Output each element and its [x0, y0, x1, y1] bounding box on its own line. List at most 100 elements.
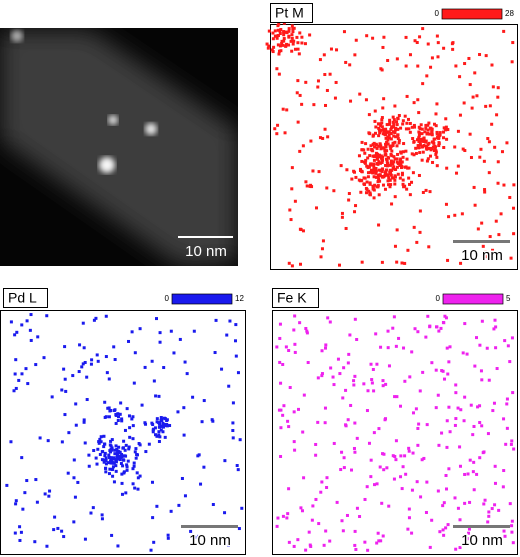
count-dot [375, 482, 379, 486]
count-dot [478, 456, 482, 460]
count-dot [364, 142, 368, 146]
count-dot [431, 160, 435, 164]
count-dot [267, 44, 271, 48]
count-dot [373, 483, 377, 487]
count-dot [367, 131, 371, 135]
count-dot [47, 494, 51, 498]
count-dot [279, 28, 283, 32]
count-dot [468, 458, 472, 462]
count-dot [178, 337, 182, 341]
count-dot [379, 345, 383, 349]
count-dot [279, 408, 283, 412]
count-dot [435, 164, 439, 168]
count-dot [379, 154, 383, 158]
count-dot [28, 328, 32, 332]
count-dot [378, 173, 382, 177]
count-dot [320, 349, 324, 353]
count-dot [369, 475, 373, 479]
count-dot [392, 155, 396, 159]
count-dot [321, 239, 325, 243]
count-dot [442, 46, 446, 50]
count-dot [408, 121, 412, 125]
count-dot [274, 34, 278, 38]
count-dot [278, 322, 282, 326]
count-dot [454, 417, 458, 421]
count-dot [277, 72, 281, 76]
count-dot [155, 504, 159, 508]
count-dot [496, 95, 500, 99]
count-dot [397, 336, 401, 340]
count-dot [458, 464, 462, 468]
count-dot [466, 472, 470, 476]
count-dot [359, 190, 363, 194]
count-dot [50, 395, 54, 399]
count-dot [290, 49, 294, 53]
count-dot [391, 162, 395, 166]
count-dot [99, 435, 103, 439]
count-dot [76, 480, 80, 484]
count-dot [381, 384, 385, 388]
count-dot [371, 163, 375, 167]
count-dot [467, 531, 471, 535]
count-dot [422, 456, 426, 460]
count-dot [105, 371, 109, 375]
colorbar-min: 0 [165, 294, 170, 303]
count-dot [143, 365, 147, 369]
count-dot [192, 329, 196, 333]
count-dot [486, 137, 490, 141]
count-dot [119, 401, 123, 405]
count-dot [379, 124, 383, 128]
count-dot [112, 461, 116, 465]
count-dot [288, 386, 292, 390]
count-dot [133, 351, 137, 355]
count-dot [301, 430, 305, 434]
count-dot [365, 187, 369, 191]
count-dot [299, 506, 303, 510]
count-dot [112, 409, 116, 413]
count-dot [367, 441, 371, 445]
count-dot [183, 360, 187, 364]
count-dot [393, 244, 397, 248]
count-dot [430, 518, 434, 522]
count-dot [472, 460, 476, 464]
count-dot [381, 146, 385, 150]
count-dot [387, 133, 391, 137]
count-dot [400, 261, 404, 265]
count-dot [381, 132, 385, 136]
count-dot [428, 325, 432, 329]
count-dot [110, 533, 114, 537]
count-dot [369, 144, 373, 148]
count-dot [473, 364, 477, 368]
count-dot [157, 433, 161, 437]
count-dot [354, 38, 358, 42]
count-dot [510, 439, 514, 443]
count-dot [411, 137, 415, 141]
count-dot [387, 504, 391, 508]
count-dot [152, 540, 156, 544]
count-dot [480, 378, 484, 382]
count-dot [386, 346, 390, 350]
count-dot [467, 527, 471, 531]
count-dot [78, 343, 82, 347]
count-dot [479, 369, 483, 373]
count-dot [183, 494, 187, 498]
count-dot [82, 418, 86, 422]
count-dot [310, 518, 314, 522]
count-dot [417, 146, 421, 150]
count-dot [354, 547, 358, 551]
count-dot [362, 382, 366, 386]
count-dot [403, 114, 407, 118]
count-dot [138, 474, 142, 478]
count-dot [404, 472, 408, 476]
count-dot [127, 339, 131, 343]
count-dot [385, 149, 389, 153]
count-dot [81, 362, 85, 366]
count-dot [100, 450, 104, 454]
colorbar [171, 293, 233, 305]
count-dot [425, 74, 429, 78]
count-dot [480, 221, 484, 225]
count-dot [370, 169, 374, 173]
count-dot [392, 118, 396, 122]
count-dot [390, 149, 394, 153]
